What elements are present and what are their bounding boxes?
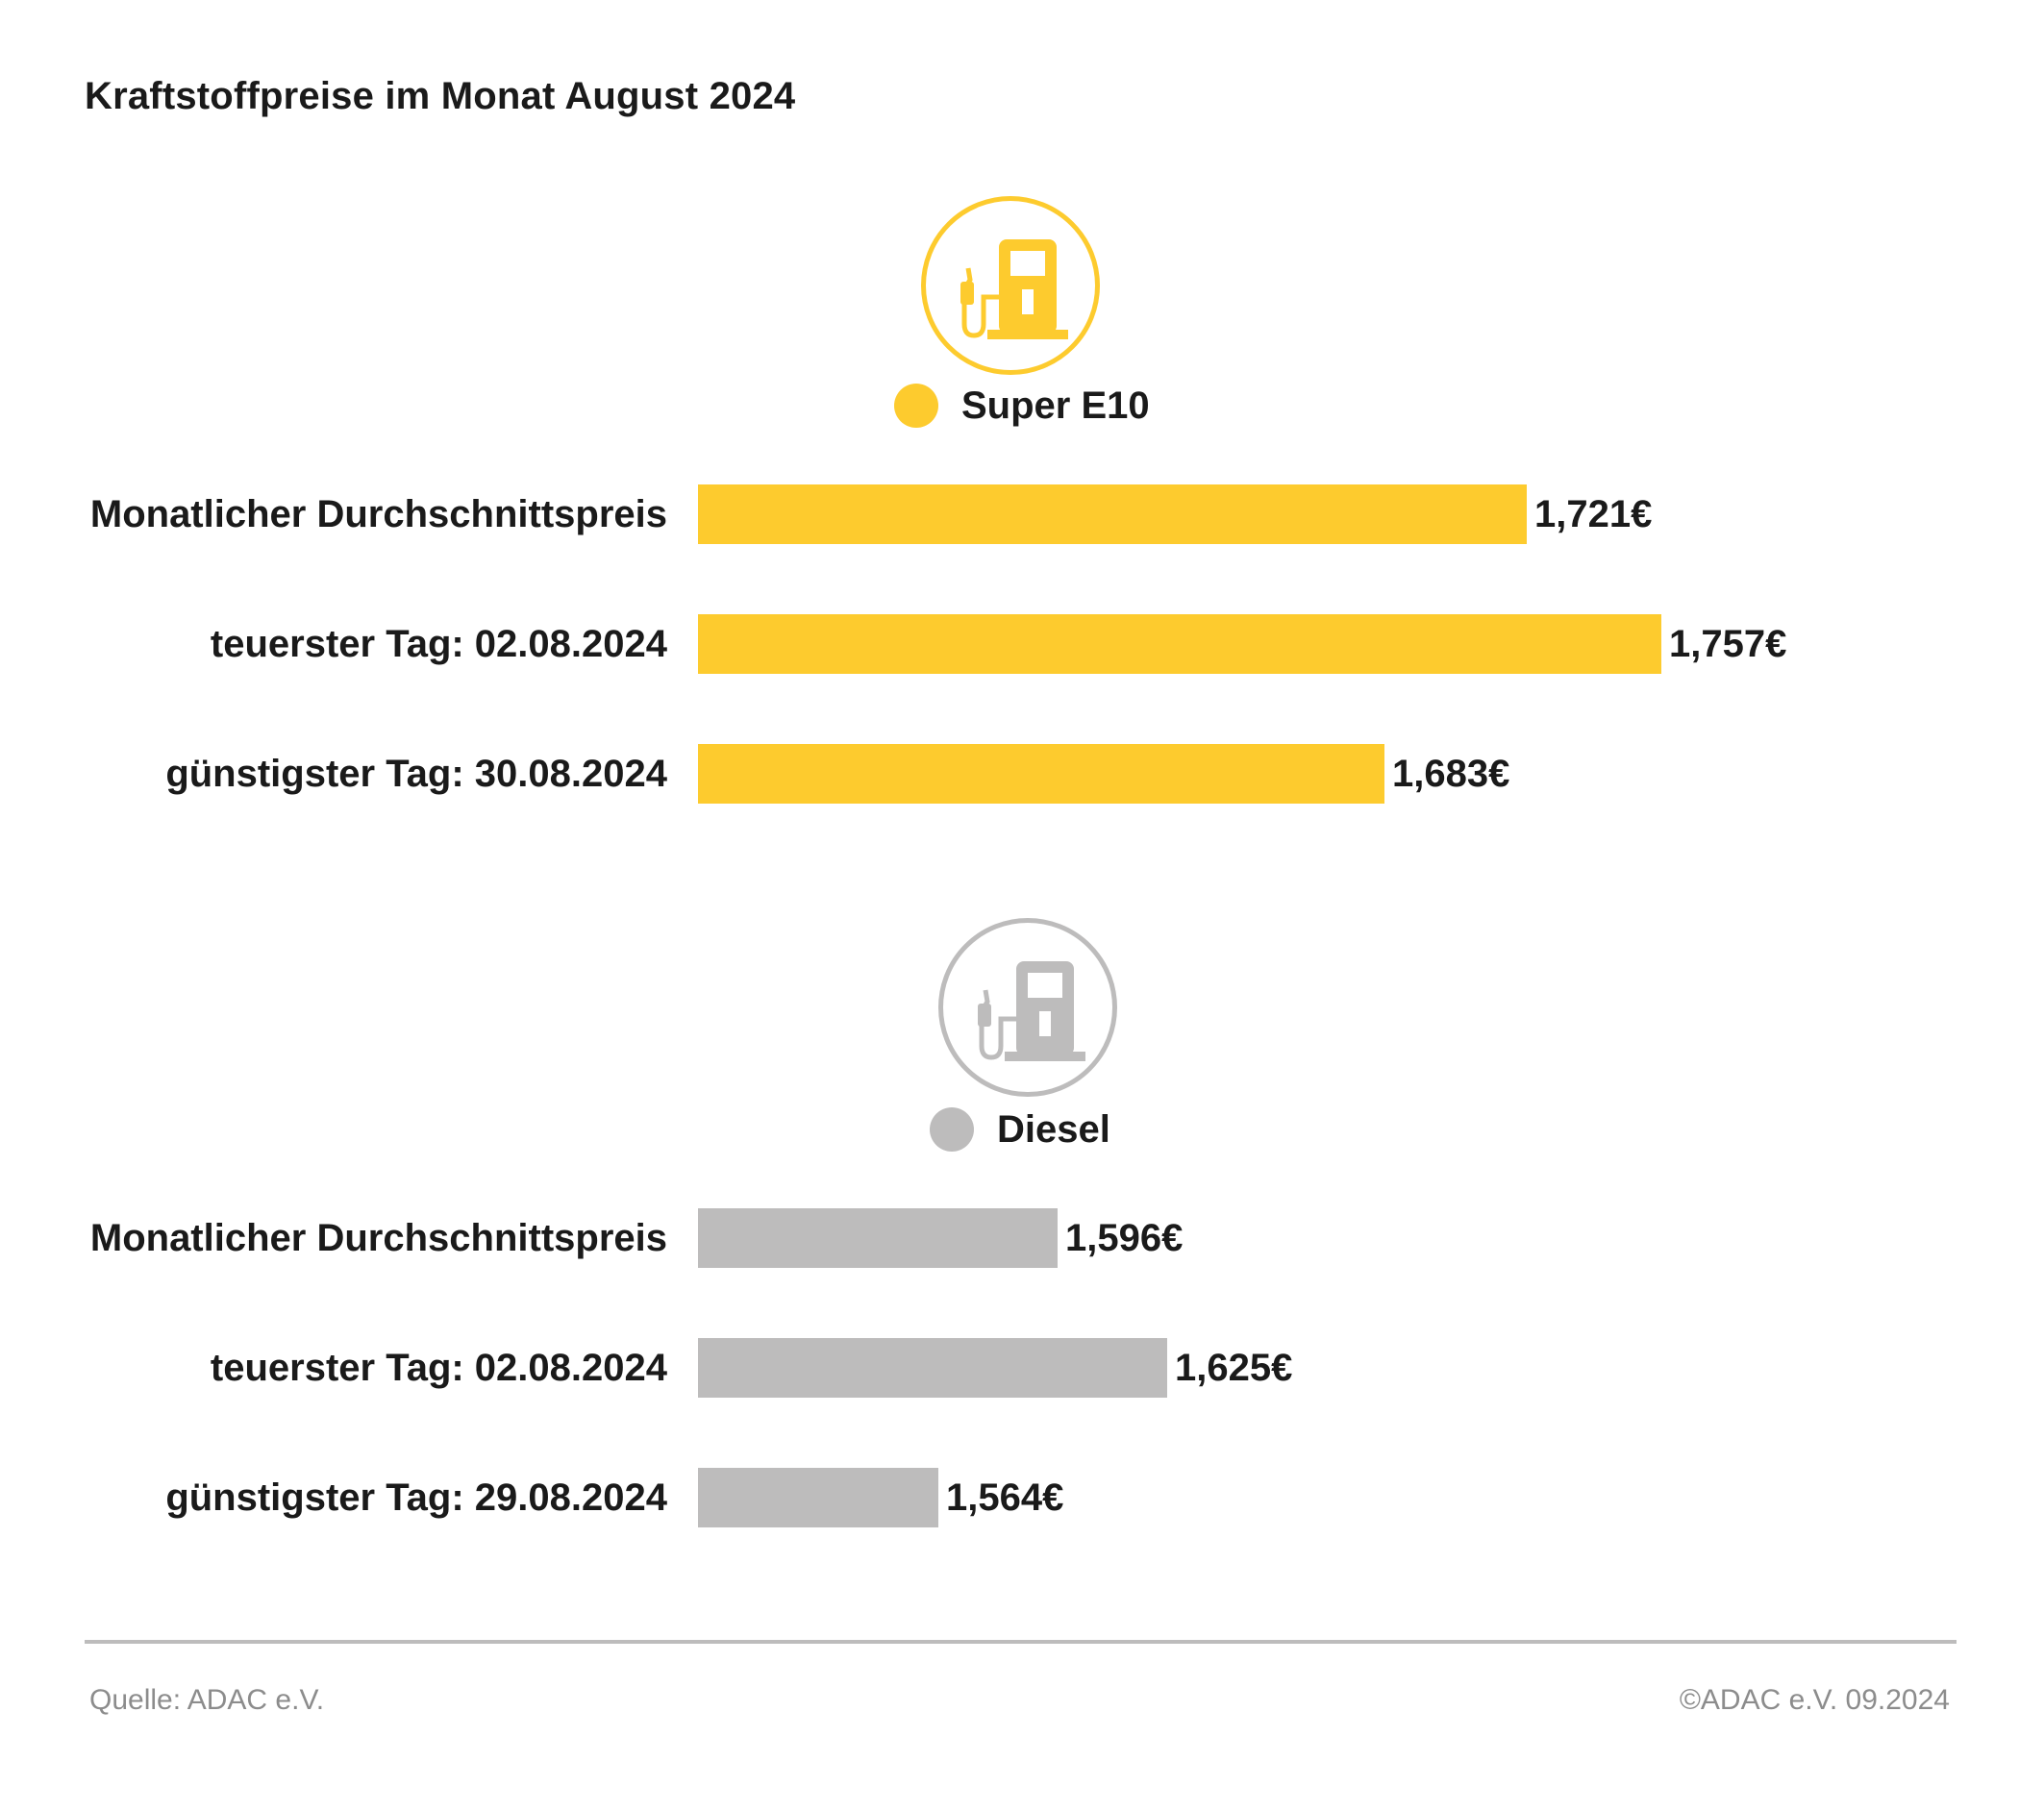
bar-value-label: 1,625€ — [1175, 1347, 1293, 1389]
bar-category-label: teuerster Tag: 02.08.2024 — [210, 623, 667, 665]
copyright-text: ©ADAC e.V. 09.2024 — [1679, 1684, 1950, 1716]
bar-value-label: 1,596€ — [1065, 1217, 1184, 1259]
bar-category-label: Monatlicher Durchschnittspreis — [89, 493, 667, 535]
legend-dot-diesel — [930, 1107, 974, 1152]
bar — [698, 1338, 1167, 1398]
bar-category-label: teuerster Tag: 02.08.2024 — [210, 1347, 667, 1389]
legend-dot-super-e10 — [894, 384, 938, 428]
bar-value-label: 1,683€ — [1392, 753, 1510, 795]
bar — [698, 484, 1527, 544]
fuel-pump-glyph — [978, 961, 1085, 1061]
bar-category-label: günstigster Tag: 29.08.2024 — [165, 1476, 667, 1519]
fuel-pump-icon — [938, 918, 1117, 1097]
bar — [698, 1468, 938, 1527]
bar — [698, 614, 1661, 674]
bar-category-label: Monatlicher Durchschnittspreis — [89, 1217, 667, 1259]
bar-value-label: 1,564€ — [946, 1476, 1064, 1519]
bar-value-label: 1,721€ — [1534, 493, 1653, 535]
footer-divider — [85, 1640, 1957, 1644]
bar — [698, 1208, 1058, 1268]
source-text: Quelle: ADAC e.V. — [89, 1684, 325, 1716]
legend-label-super-e10: Super E10 — [961, 385, 1150, 427]
bar-value-label: 1,757€ — [1669, 623, 1787, 665]
fuel-pump-icon — [921, 196, 1100, 375]
bar — [698, 744, 1384, 804]
legend-label-diesel: Diesel — [997, 1108, 1110, 1151]
bar-category-label: günstigster Tag: 30.08.2024 — [165, 753, 667, 795]
chart-title: Kraftstoffpreise im Monat August 2024 — [85, 75, 796, 117]
fuel-pump-glyph — [960, 239, 1068, 339]
